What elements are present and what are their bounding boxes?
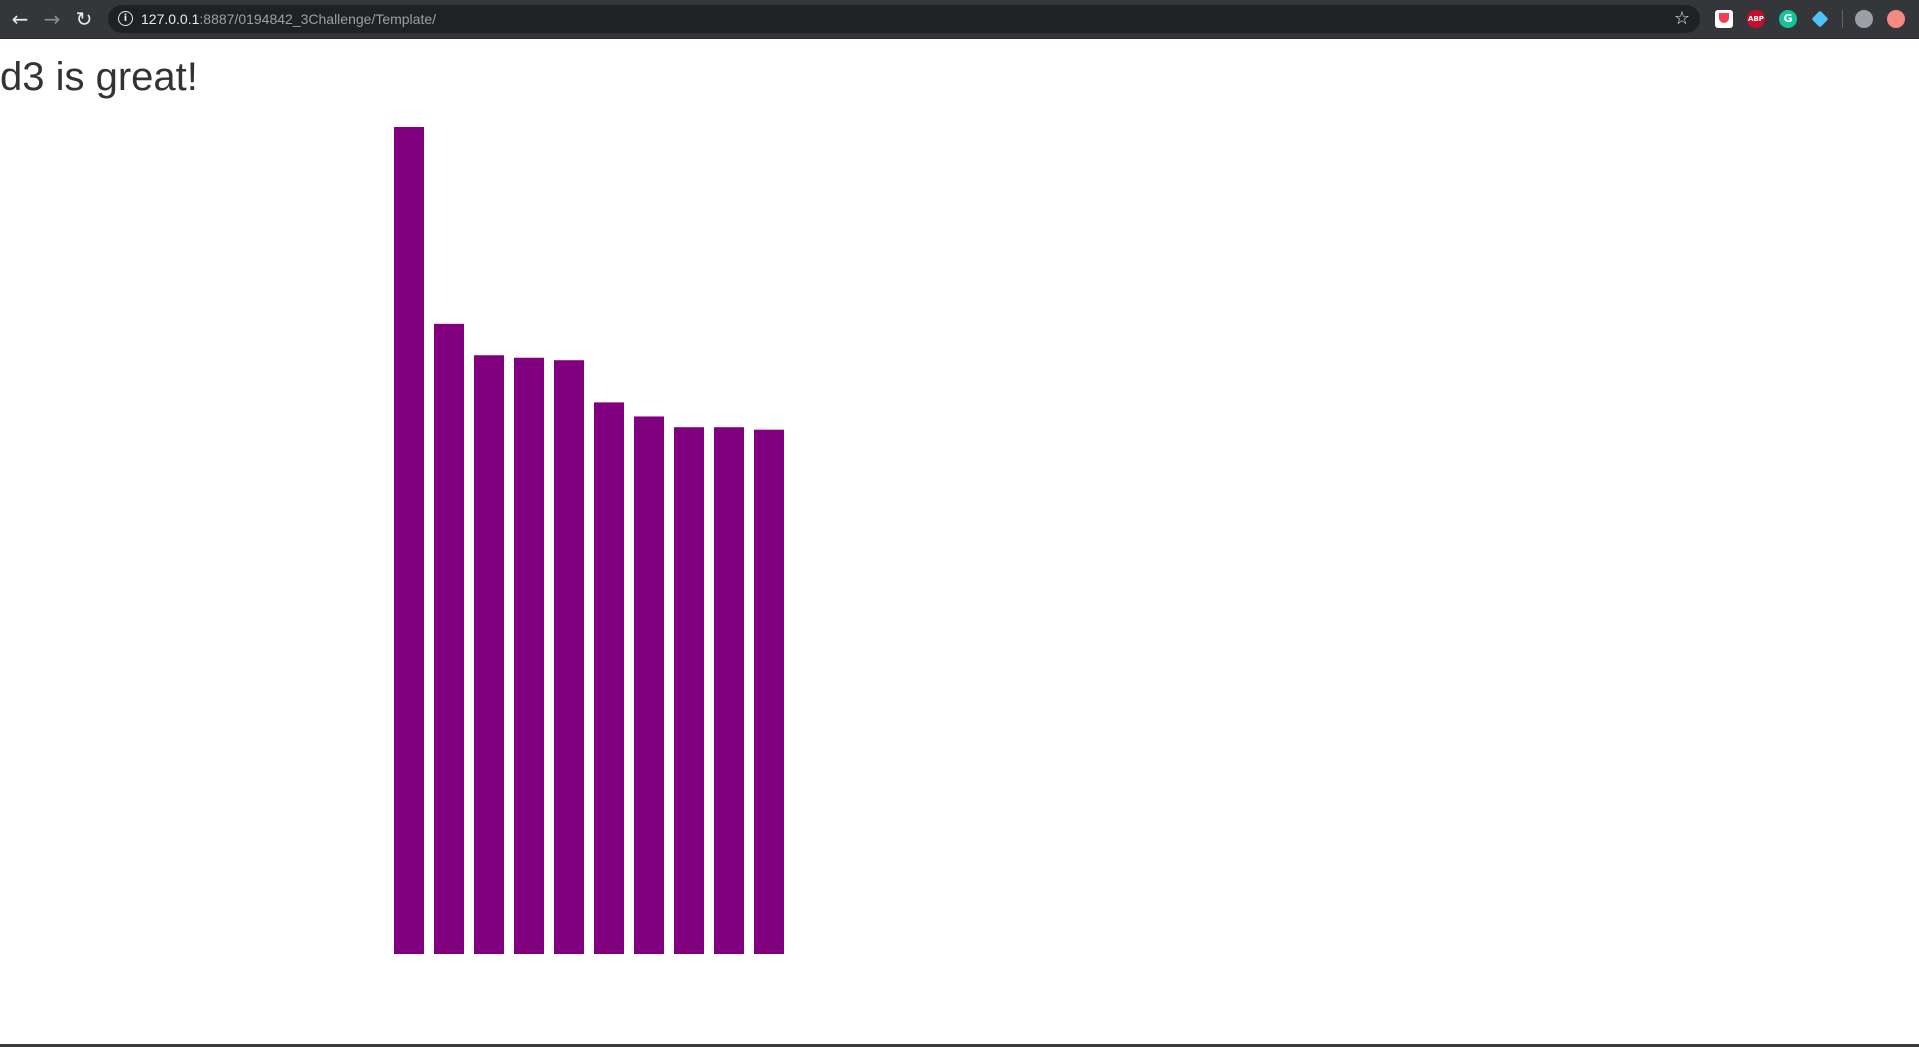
pocket-icon[interactable] — [1715, 10, 1733, 28]
star-icon[interactable]: ☆ — [1673, 8, 1690, 29]
browser-toolbar: ← → ↻ i 127.0.0.1:8887/0194842_3Challeng… — [0, 0, 1919, 39]
bar-5 — [554, 360, 584, 954]
address-bar[interactable]: i 127.0.0.1:8887/0194842_3Challenge/Temp… — [108, 5, 1700, 33]
bar-7 — [634, 416, 664, 954]
back-button[interactable]: ← — [5, 4, 35, 34]
bar-1 — [394, 127, 424, 954]
profile-icon[interactable] — [1855, 10, 1873, 28]
grammarly-icon[interactable]: G — [1779, 10, 1797, 28]
toolbar-divider — [1842, 10, 1843, 28]
reload-icon: ↻ — [75, 7, 93, 31]
url-text[interactable]: 127.0.0.1:8887/0194842_3Challenge/Templa… — [141, 11, 436, 27]
arrow-left-icon: ← — [11, 7, 29, 31]
bar-10 — [754, 429, 784, 954]
url-path: :8887/0194842_3Challenge/Template/ — [199, 11, 437, 27]
bar-6 — [594, 402, 624, 954]
window-bottom-edge — [0, 1044, 1919, 1047]
page-title: d3 is great! — [0, 55, 198, 99]
bar-9 — [714, 427, 744, 954]
bar-4 — [514, 357, 544, 954]
bar-3 — [474, 355, 504, 954]
adblock-plus-icon[interactable]: ABP — [1747, 10, 1765, 28]
bar-2 — [434, 323, 464, 954]
bar-8 — [674, 427, 704, 954]
forward-button[interactable]: → — [37, 4, 67, 34]
arrow-right-icon: → — [43, 7, 61, 31]
info-icon[interactable]: i — [118, 11, 133, 26]
url-host: 127.0.0.1 — [141, 11, 200, 27]
reload-button[interactable]: ↻ — [69, 4, 99, 34]
extension-icon[interactable] — [1887, 10, 1905, 28]
